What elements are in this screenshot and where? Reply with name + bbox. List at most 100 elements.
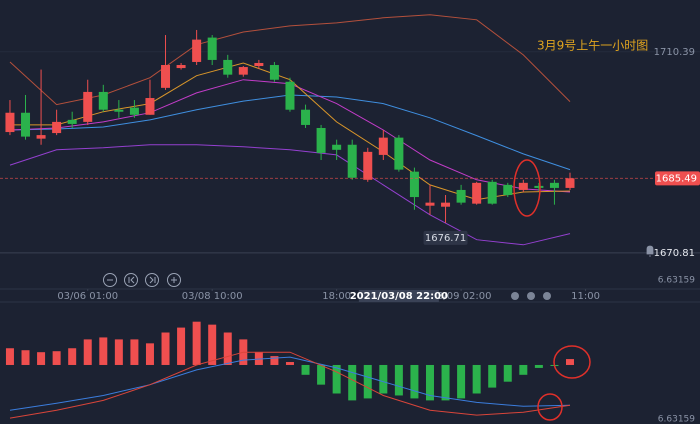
candle-body — [67, 119, 77, 124]
histogram-bar — [161, 332, 170, 365]
histogram-bar — [348, 364, 357, 401]
view-dots[interactable] — [511, 292, 551, 300]
histogram-bar — [488, 364, 497, 388]
candle-body — [192, 39, 202, 62]
histogram-bar — [534, 364, 543, 368]
low-label: 1676.71 — [425, 233, 466, 244]
histogram-bar — [52, 351, 61, 365]
scroll-left-button[interactable] — [124, 273, 138, 287]
histogram-bar — [21, 350, 30, 365]
histogram-bar — [208, 324, 217, 365]
macd-axis-label: 6.63159 — [658, 415, 695, 424]
candle-body — [254, 62, 264, 67]
last-price-box — [655, 171, 700, 186]
candle-body — [285, 81, 295, 110]
histogram-bar — [394, 364, 403, 396]
alert-icon — [646, 245, 654, 257]
candle-body — [207, 37, 217, 60]
candle-body — [549, 182, 559, 188]
zoom-in-button[interactable] — [167, 273, 181, 287]
indicator-line — [9, 144, 571, 246]
scroll-right-button[interactable] — [145, 273, 159, 287]
histogram-bar — [145, 343, 154, 365]
histogram-bar — [114, 339, 123, 365]
candle-body — [472, 182, 482, 204]
histogram-bar — [301, 364, 310, 375]
highlight-circle — [553, 345, 591, 379]
candle-body — [347, 144, 357, 178]
candle-body — [129, 107, 139, 115]
histogram-bar — [83, 339, 92, 365]
dot-button[interactable] — [543, 292, 551, 300]
chart-title: 3月9号上午一小时图 — [537, 39, 648, 53]
candle-body — [98, 91, 108, 110]
crosshair-label: 2021/03/08 22:00 — [350, 291, 448, 302]
histogram-bar — [519, 364, 528, 375]
low-label-box — [423, 230, 468, 245]
x-tick-label: 03/06 01:00 — [57, 291, 118, 302]
candle-body — [176, 65, 186, 69]
histogram-bar — [565, 359, 574, 365]
histogram-bar — [425, 364, 434, 401]
histogram-bar — [363, 364, 372, 399]
x-tick-label: 11:00 — [571, 291, 600, 302]
candle-body — [441, 202, 451, 207]
icon — [128, 276, 135, 284]
histogram-bar — [254, 352, 263, 365]
histogram-bar — [68, 348, 77, 365]
x-tick-label: 03/09 02:00 — [431, 291, 492, 302]
histogram-bar — [223, 332, 232, 365]
histogram-bar — [192, 321, 201, 365]
histogram-bar — [379, 364, 388, 394]
histogram-bar — [317, 364, 326, 385]
candle-body — [316, 127, 326, 153]
candle-body — [21, 112, 31, 137]
dot-button[interactable] — [511, 292, 519, 300]
histogram-bar — [177, 327, 186, 365]
candle-body — [518, 182, 528, 190]
candle-body — [534, 185, 544, 188]
candle-body — [36, 135, 46, 139]
highlight-circle — [513, 159, 541, 217]
candle-body — [52, 121, 62, 134]
candle-body — [223, 59, 233, 75]
histogram-bar — [457, 364, 466, 399]
histogram-bar — [5, 348, 14, 365]
histogram-bar — [37, 352, 46, 365]
histogram-bar — [99, 337, 108, 365]
histogram-bar — [130, 339, 139, 365]
candle-body — [487, 181, 497, 204]
candle-body — [238, 67, 248, 75]
zoom-out-button[interactable] — [103, 273, 117, 287]
icon — [149, 276, 156, 284]
histogram-bar — [270, 356, 279, 365]
histogram-bar — [410, 364, 419, 399]
zoom-controls[interactable] — [103, 273, 181, 287]
crosshair-box — [358, 290, 439, 302]
plot: 1710.39 1670.81 03/06 01:00 03/08 10:00 18:0… — [0, 14, 700, 424]
candle-body — [114, 109, 124, 112]
candle-body — [363, 151, 373, 180]
candle-body — [145, 98, 155, 115]
histogram-bar — [332, 364, 341, 394]
candle-body — [301, 109, 311, 125]
y-tick-label: 1670.81 — [654, 248, 695, 259]
histogram-bar — [285, 362, 294, 365]
candle-body — [409, 171, 419, 198]
candle-body — [503, 184, 513, 196]
icon — [171, 277, 177, 283]
last-price-label: 1685.49 — [656, 173, 697, 184]
candle-body — [83, 91, 93, 122]
histogram-bar — [472, 364, 481, 394]
macd-axis-label: 6.63159 — [658, 276, 695, 286]
candle-body — [565, 178, 575, 188]
histogram-bar — [503, 364, 512, 382]
candle-body — [456, 189, 466, 203]
x-tick-label: 18:00 — [322, 291, 351, 302]
dot-button[interactable] — [527, 292, 535, 300]
candle-body — [269, 65, 279, 80]
x-tick-label: 03/08 10:00 — [182, 291, 243, 302]
candle-body — [5, 112, 15, 133]
macd-line — [9, 351, 571, 419]
